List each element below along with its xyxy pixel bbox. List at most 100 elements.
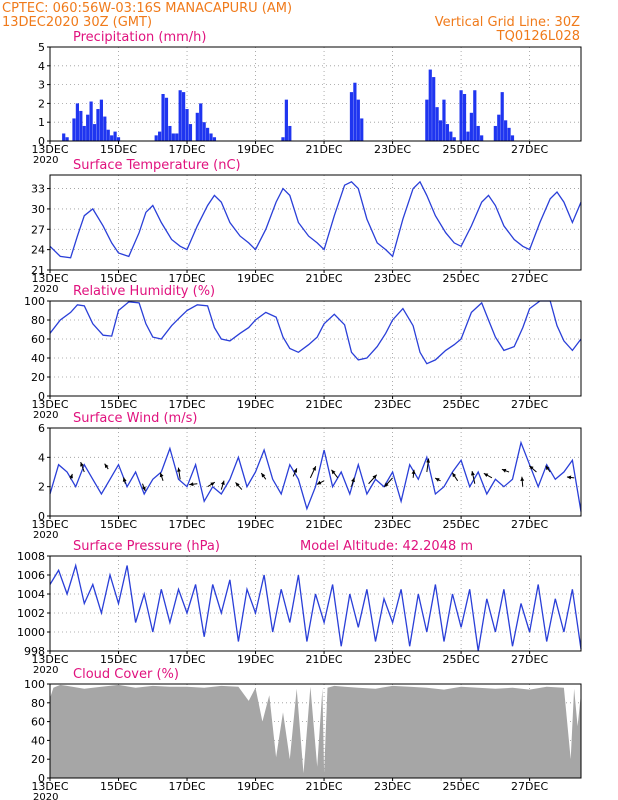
wind-arrow-head [351,477,355,483]
wind-arrow-head [384,482,389,487]
pressure-line [49,562,582,652]
wind-arrow [545,465,551,473]
wind-arrow [292,468,298,477]
wind-ytick-label: 2 [38,481,45,494]
header-model-id: TQ0126L028 [496,29,580,44]
pressure-ytick-label: 1000 [17,626,45,639]
temp-line [49,180,582,259]
pressure-ytick-label: 1006 [17,569,45,582]
wind-xtick-label: 23DEC [374,518,411,531]
precip-panel: 0 1 2 3 4 5 13DEC 15DEC 17DEC 19DEC 21DEC 23DEC 25DE… [31,30,582,166]
precip-bar [178,90,182,141]
wind-arrow [528,465,537,473]
precip-ytick-label: 0 [38,135,45,148]
cloud-title: Cloud Cover (%) [73,667,179,682]
pressure-panel: 998 1000 1002 1004 1006 1008 13DEC 15DEC 17DEC 19… [17,539,582,676]
precip-bar [188,124,193,141]
wind-arrow [159,472,164,481]
wind-arrow-head [316,480,322,485]
temp-xtick-label: 19DEC [237,272,274,285]
wind-arrow [260,472,267,480]
wind-arrow-head [520,476,525,481]
rh-xtick-label: 23DEC [374,398,411,411]
rh-ytick-label: 0 [38,390,45,403]
precip-bar [462,94,467,141]
pressure-xtick-label: 21DEC [306,653,343,666]
wind-title: Surface Wind (m/s) [73,411,197,426]
precip-bar [185,109,189,141]
wind-arrow [483,472,493,479]
temp-year-label: 2020 [33,284,58,295]
precip-bar [469,112,473,141]
wind-ytick-label: 0 [38,510,45,523]
wind-ytick-label: 4 [38,451,45,464]
rh-ytick-label: 60 [31,333,45,346]
precip-bar [86,114,90,141]
wind-arrow-head [426,458,430,463]
precip-bar [171,133,175,141]
precip-bar [445,124,449,141]
wind-arrow [80,461,85,473]
precip-bar [435,107,439,141]
precip-bar [65,137,69,141]
precip-xtick-label: 17DEC [168,143,205,156]
wind-arrow-head [159,472,164,478]
precip-bar [480,135,484,141]
wind-xtick-label: 25DEC [443,518,480,531]
pressure-year-label: 2020 [33,665,58,676]
wind-panel: 0 2 4 6 13DEC 15DEC 17DEC 19DEC 21DEC 23DEC 25DEC 2… [31,411,582,541]
wind-arrow-head [483,473,489,477]
wind-arrow [177,467,181,480]
temp-xtick-label: 17DEC [168,272,205,285]
precip-bar [89,101,93,141]
precip-xtick-label: 13DEC [31,143,68,156]
temp-ytick-label: 21 [31,264,45,277]
precip-bar [79,110,83,141]
cloud-year-label: 2020 [33,792,58,800]
pressure-xtick-label: 25DEC [443,653,480,666]
wind-arrow-head [177,467,181,472]
temp-ytick-label: 27 [31,223,45,236]
precip-bar [449,131,453,141]
precip-bar [202,122,206,141]
precip-ytick-label: 1 [38,116,45,129]
rh-ytick-label: 20 [31,371,45,384]
cloud-ytick-label: 60 [31,716,45,729]
rh-frame [49,300,582,397]
rh-panel: 0 20 40 60 80 100 13DEC 15DEC 17DEC 19DEC 21DEC 23D… [24,284,582,421]
pressure-xtick-label: 23DEC [374,653,411,666]
wind-line [49,440,582,512]
cloud-ytick-label: 100 [24,678,45,691]
wind-arrow [501,468,510,473]
precip-bar [349,92,354,141]
wind-arrow [384,477,393,488]
wind-arrow-head [435,478,440,482]
wind-arrow-head [566,475,572,480]
wind-arrow-head [372,474,377,480]
wind-arrow-head [122,477,127,482]
precip-xtick-label: 19DEC [237,143,274,156]
wind-arrow-head [261,473,266,478]
wind-arrow [426,458,430,473]
panels: 0 1 2 3 4 5 13DEC 15DEC 17DEC 19DEC 21DEC 23DEC 25DE… [17,30,582,800]
precip-bar [205,127,210,141]
precip-bar [106,129,110,141]
precip-bar [507,127,511,141]
wind-arrow-head [221,480,225,485]
pressure-xtick-label: 13DEC [31,653,68,666]
wind-arrow [520,476,525,487]
cloud-area [50,684,581,778]
pressure-ytick-label: 1002 [17,607,45,620]
temp-xtick-label: 25DEC [443,272,480,285]
cloud-xtick-label: 19DEC [237,780,274,793]
wind-arrow [434,477,441,482]
cloud-ytick-label: 40 [31,734,45,747]
rh-xtick-label: 19DEC [237,398,274,411]
wind-xtick-label: 27DEC [511,518,548,531]
wind-arrow-head [210,482,215,486]
precip-bar [164,97,169,141]
precip-bar [360,118,364,141]
wind-arrow-head [545,465,550,471]
precip-xtick-label: 15DEC [100,143,137,156]
